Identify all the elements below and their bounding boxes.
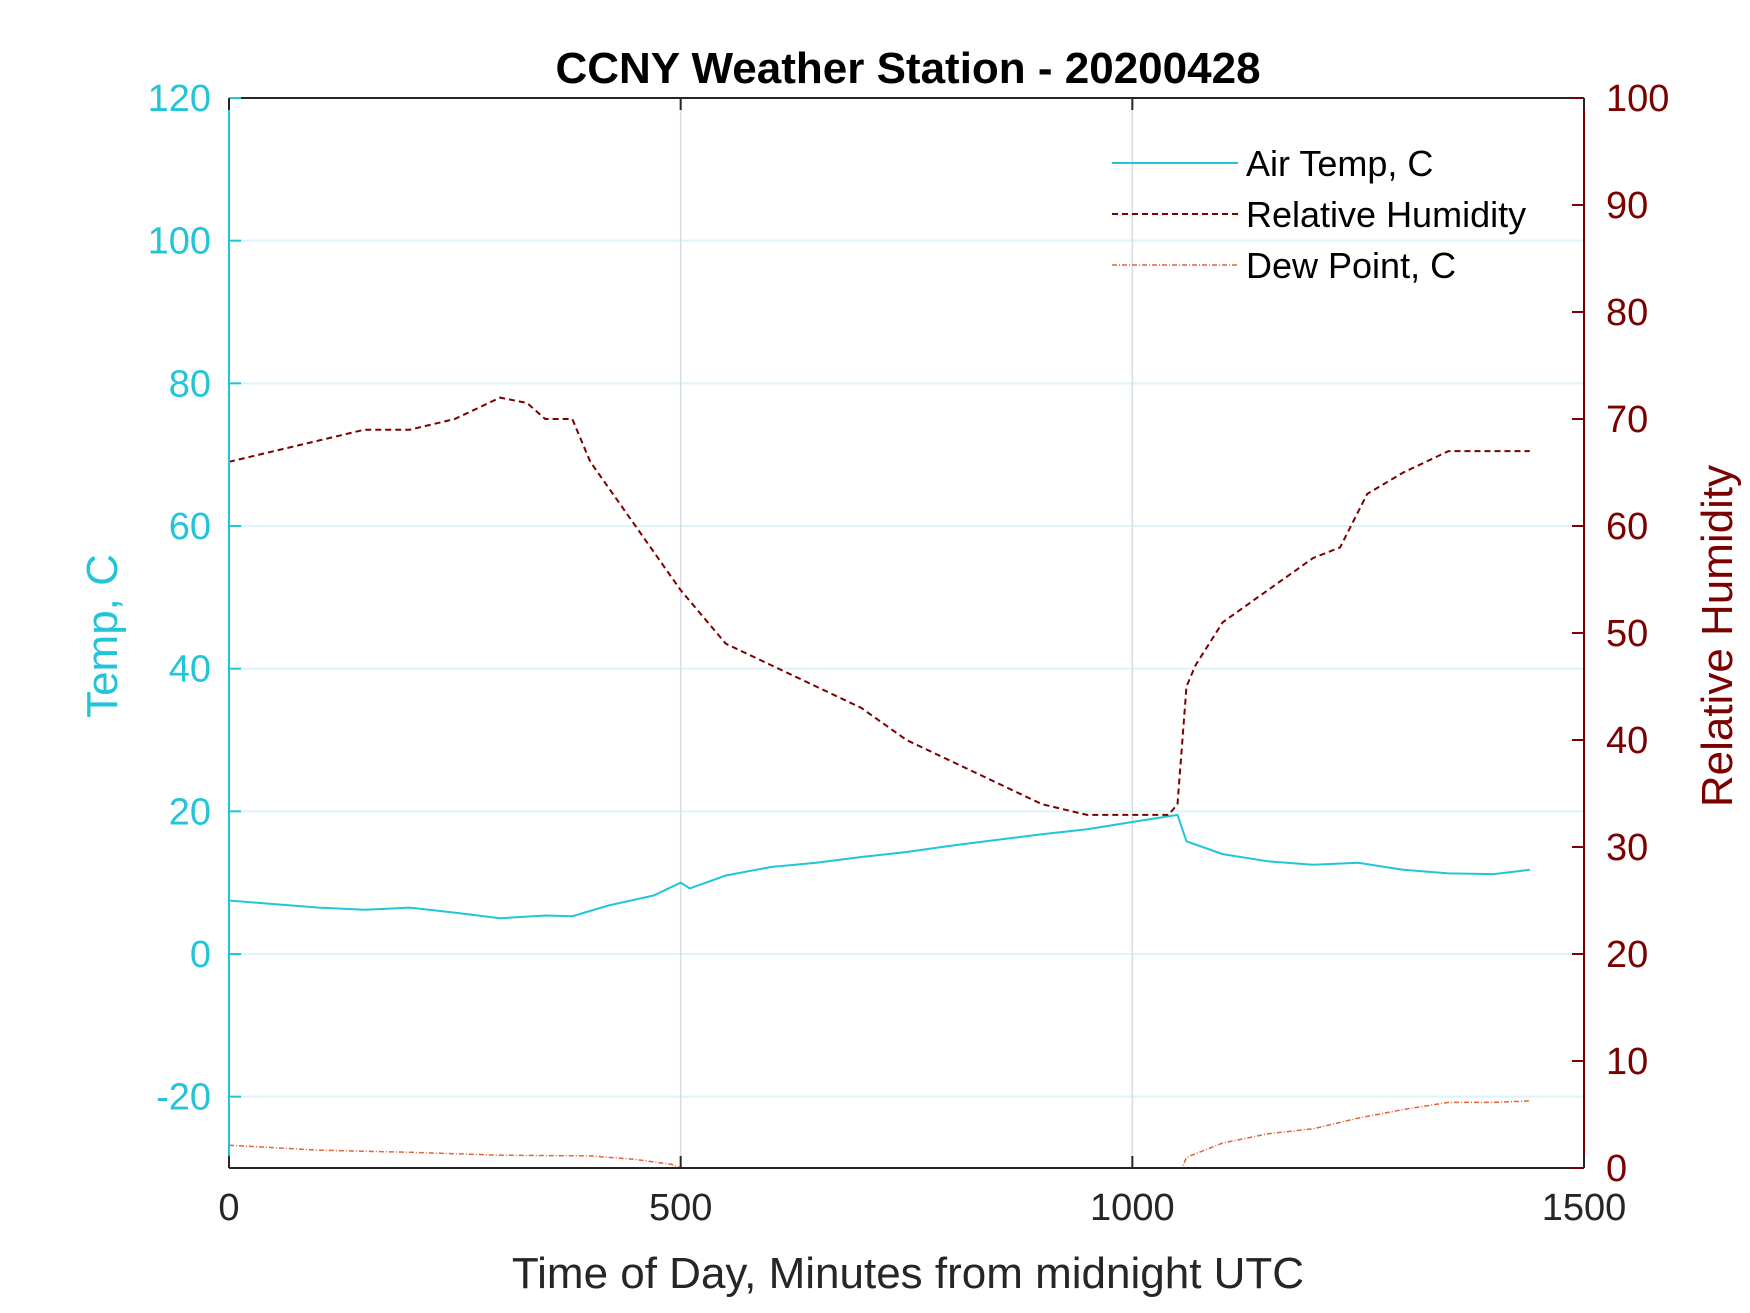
left-tick-label: 60 (169, 506, 211, 548)
right-tick-label: 70 (1606, 399, 1648, 441)
axes: -20 0 20 40 60 80 100 120 0 10 20 30 40 50 60 70 80 90 100… (148, 78, 1670, 1229)
legend-label-air-temp: Air Temp, C (1246, 143, 1433, 184)
y-axis-label-right: Relative Humidity (1693, 465, 1742, 807)
right-tick-label: 100 (1606, 78, 1669, 120)
right-tick-label: 20 (1606, 934, 1648, 976)
left-tick-label: 120 (148, 78, 211, 120)
left-tick-label: 0 (190, 934, 211, 976)
right-tick-label: 30 (1606, 827, 1648, 869)
y-axis-label-left: Temp, C (78, 554, 127, 718)
left-tick-label: -20 (156, 1077, 211, 1119)
left-tick-label: 40 (169, 649, 211, 691)
legend-label-dew-point: Dew Point, C (1246, 245, 1456, 286)
series-air-temp (229, 813, 1530, 920)
legend: Air Temp, C Relative Humidity Dew Point,… (1112, 143, 1526, 286)
x-tick-label: 500 (649, 1187, 712, 1229)
x-tick-label: 1500 (1542, 1187, 1627, 1229)
series-relative-humidity (229, 396, 1530, 816)
right-tick-label: 10 (1606, 1041, 1648, 1083)
x-axis-label: Time of Day, Minutes from midnight UTC (512, 1249, 1304, 1298)
right-tick-label: 90 (1606, 185, 1648, 227)
x-tick-label: 0 (218, 1187, 239, 1229)
left-tick-label: 20 (169, 791, 211, 833)
right-tick-label: 80 (1606, 292, 1648, 334)
chart-title: CCNY Weather Station - 20200428 (555, 44, 1260, 93)
right-tick-label: 50 (1606, 613, 1648, 655)
right-tick-label: 40 (1606, 720, 1648, 762)
left-tick-label: 80 (169, 363, 211, 405)
series-dew-point (229, 1100, 1530, 1168)
left-tick-label: 100 (148, 221, 211, 263)
right-tick-label: 60 (1606, 506, 1648, 548)
right-tick-label: 0 (1606, 1148, 1627, 1190)
plot-series (229, 396, 1530, 1168)
legend-label-relative-humidity: Relative Humidity (1246, 194, 1526, 235)
x-tick-label: 1000 (1090, 1187, 1175, 1229)
